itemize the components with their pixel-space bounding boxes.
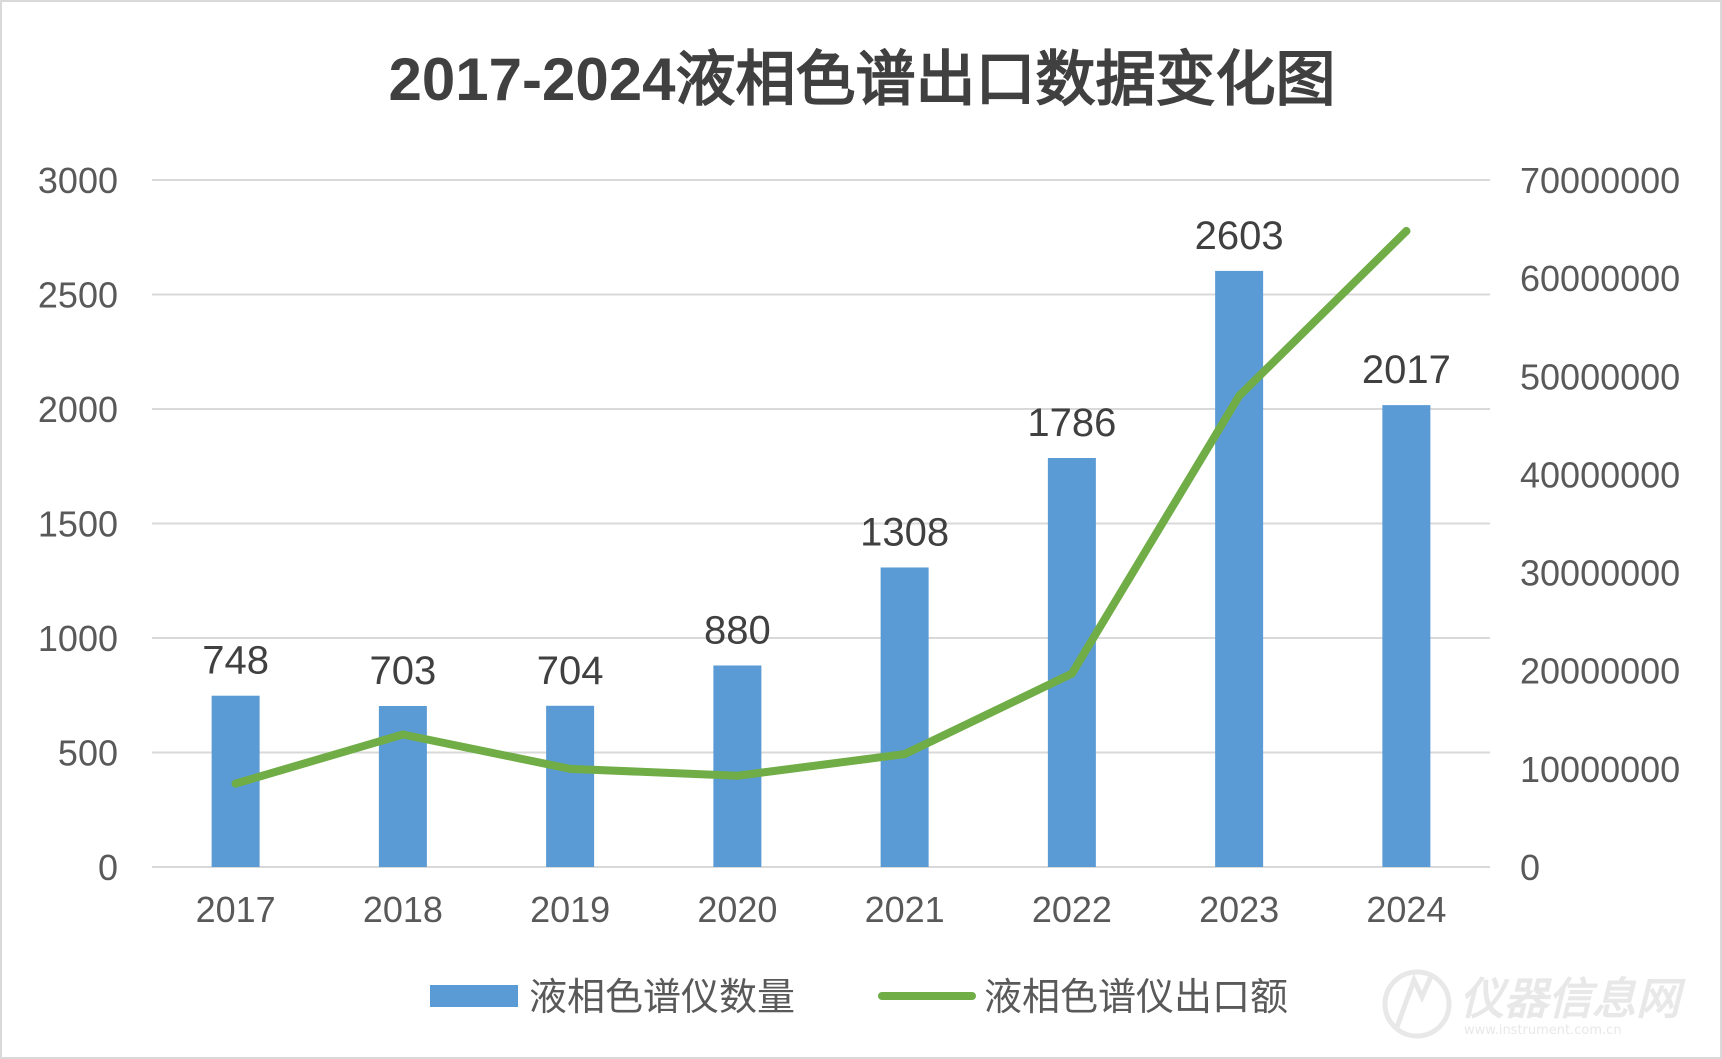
- bar: [378, 706, 427, 867]
- watermark: 仪器信息网 www.instrument.com.cn: [1382, 969, 1686, 1039]
- right-tick-label: 40000000: [1520, 454, 1680, 495]
- line-point: [398, 730, 407, 739]
- bar: [1382, 405, 1431, 867]
- x-tick-label: 2022: [1032, 889, 1112, 930]
- x-axis-ticks: 2017 2018 2019 2020 2021 2022 2023 2024: [196, 889, 1447, 930]
- right-tick-label: 60000000: [1520, 258, 1680, 299]
- bar-data-label: 704: [537, 649, 604, 693]
- x-tick-label: 2019: [530, 889, 610, 930]
- left-tick-label: 1500: [38, 504, 118, 545]
- watermark-text: 仪器信息网: [1460, 974, 1686, 1025]
- x-tick-label: 2017: [196, 889, 276, 930]
- line-point: [1402, 227, 1411, 236]
- line-series: [231, 227, 1411, 788]
- right-tick-label: 70000000: [1520, 160, 1680, 201]
- line-point: [231, 779, 240, 788]
- bar-data-label: 2017: [1362, 348, 1451, 392]
- bar-data-label: 703: [370, 649, 437, 693]
- bar: [880, 567, 929, 867]
- legend-item-bar[interactable]: 液相色谱仪数量: [430, 975, 795, 1019]
- bar-data-label: 2603: [1195, 214, 1284, 258]
- watermark-url: www.instrument.com.cn: [1464, 1023, 1622, 1038]
- instrument-logo-icon: [1382, 969, 1452, 1039]
- right-tick-label: 0: [1520, 847, 1540, 888]
- bar-data-label: 1308: [860, 510, 949, 554]
- left-tick-label: 0: [98, 847, 118, 888]
- right-axis-ticks: 0 10000000 20000000 30000000 40000000 5000000…: [1520, 160, 1680, 888]
- bar: [1215, 270, 1264, 868]
- line-point: [1235, 391, 1244, 400]
- bar: [713, 665, 762, 867]
- left-tick-label: 3000: [38, 160, 118, 201]
- line-point: [733, 771, 742, 780]
- bar-data-label: 880: [704, 608, 771, 652]
- gridlines: [152, 179, 1490, 868]
- line-point: [900, 750, 909, 759]
- x-tick-label: 2020: [697, 889, 777, 930]
- right-tick-label: 50000000: [1520, 356, 1680, 397]
- legend-bar-swatch: [430, 985, 518, 1007]
- left-tick-label: 500: [58, 733, 118, 774]
- bar: [546, 705, 595, 867]
- bar-data-label: 748: [202, 639, 269, 683]
- legend-line-label: 液相色谱仪出口额: [984, 975, 1288, 1019]
- legend: 液相色谱仪数量 液相色谱仪出口额: [430, 975, 1288, 1019]
- bar-series: [211, 270, 1431, 868]
- x-tick-label: 2018: [363, 889, 443, 930]
- right-tick-label: 10000000: [1520, 749, 1680, 790]
- left-tick-label: 2000: [38, 389, 118, 430]
- left-tick-label: 2500: [38, 275, 118, 316]
- x-tick-label: 2024: [1366, 889, 1446, 930]
- bar-data-label: 1786: [1027, 401, 1116, 445]
- x-tick-label: 2021: [865, 889, 945, 930]
- chart-title: 2017-2024液相色谱出口数据变化图: [389, 46, 1336, 113]
- legend-bar-label: 液相色谱仪数量: [529, 975, 795, 1019]
- right-tick-label: 30000000: [1520, 553, 1680, 594]
- right-tick-label: 20000000: [1520, 651, 1680, 692]
- bar-data-labels: 748 703 704 880 1308 1786 2603 2017: [202, 214, 1451, 693]
- bar: [1047, 458, 1096, 867]
- export-value-line: [231, 227, 1411, 788]
- line-point: [1067, 669, 1076, 678]
- line-point: [566, 764, 575, 773]
- left-tick-label: 1000: [38, 618, 118, 659]
- x-tick-label: 2023: [1199, 889, 1279, 930]
- left-axis-ticks: 0 500 1000 1500 2000 2500 3000: [38, 160, 118, 888]
- legend-item-line[interactable]: 液相色谱仪出口额: [878, 975, 1288, 1019]
